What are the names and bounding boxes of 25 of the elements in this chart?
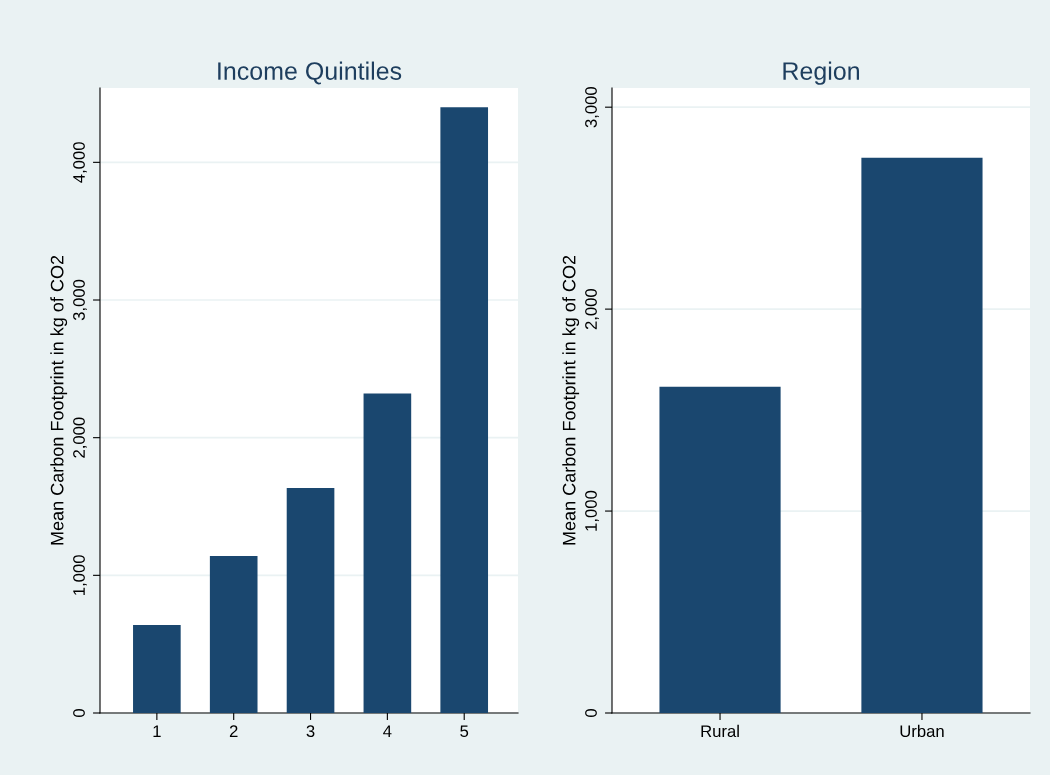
y-tick-label: 2,000	[585, 288, 599, 330]
x-tick-label: Rural	[701, 724, 739, 738]
x-tick-label: 1	[153, 725, 161, 737]
bar	[133, 624, 181, 713]
y-axis-title: Mean Carbon Footprint in kg of CO2	[50, 255, 68, 545]
x-tick-label: 5	[460, 725, 469, 738]
x-tick-label: 4	[383, 725, 392, 737]
y-tick-label: 3,000	[73, 279, 87, 321]
y-axis-title: Mean Carbon Footprint in kg of CO2	[562, 255, 580, 545]
bar	[363, 393, 412, 713]
bar	[209, 556, 258, 713]
y-tick-label: 2,000	[73, 417, 87, 458]
chart-title: Region	[783, 61, 859, 85]
y-tick-label: 4,000	[73, 142, 87, 183]
x-tick-label: 2	[229, 725, 238, 737]
bar	[286, 487, 335, 713]
bar	[440, 107, 489, 713]
y-tick-label: 0	[585, 709, 597, 717]
y-tick-label: 3,000	[585, 86, 599, 128]
chart-title: Income Quintiles	[218, 61, 402, 85]
y-tick-label: 1,000	[585, 490, 599, 531]
x-tick-label: 3	[306, 725, 315, 738]
y-tick-label: 0	[73, 709, 85, 717]
x-tick-label: Urban	[900, 724, 944, 738]
y-tick-label: 1,000	[73, 555, 87, 595]
